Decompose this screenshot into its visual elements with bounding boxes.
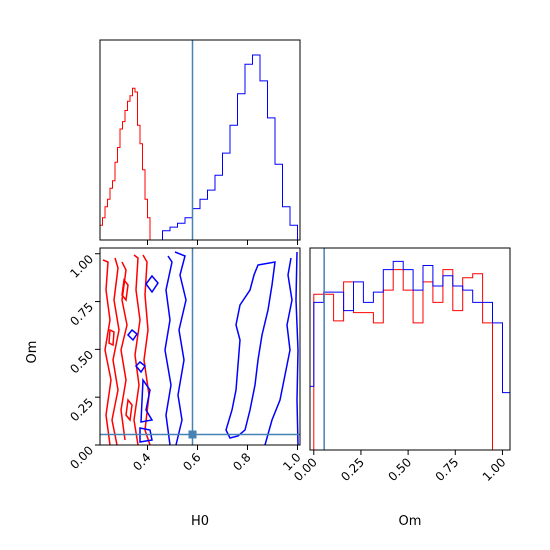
- om-histogram-series-2: [310, 260, 510, 394]
- blue-contour-6: [140, 377, 154, 423]
- om-tick-label-1: 0.00: [67, 443, 96, 472]
- h0-histogram-series-2: [162, 54, 298, 240]
- red-contour-3: [120, 261, 128, 441]
- h0-tick-label-1: 0.4: [130, 450, 153, 473]
- blue-contour-8: [225, 261, 276, 439]
- x-axis-label-h0: H0: [191, 514, 209, 529]
- red-contour-5: [108, 328, 115, 347]
- om-hist-group: [310, 260, 510, 450]
- red-contour-6: [133, 254, 141, 445]
- om-histogram-series-1: [313, 269, 503, 450]
- h0-histogram-panel: [99, 39, 301, 245]
- blue-contour-1: [174, 251, 187, 445]
- om-histogram-frame: [309, 247, 511, 451]
- truth-marker: [188, 430, 197, 439]
- om-hist-tick-label-4: 0.75: [433, 455, 462, 484]
- h0-histogram-series-1: [99, 87, 151, 240]
- blue-contour-4: [126, 328, 139, 342]
- blue-contour-5: [134, 360, 147, 374]
- red-contour-8: [125, 398, 133, 422]
- h0-histogram-frame: [99, 39, 301, 241]
- h0-tick-label-2: 0.6: [180, 450, 203, 473]
- red-contour-4: [121, 278, 129, 302]
- blue-contour-7: [139, 427, 153, 443]
- om-hist-tick-label-3: 0.50: [385, 455, 414, 484]
- blue-contour-3: [145, 274, 159, 294]
- blue-contour-2: [164, 255, 173, 445]
- om-hist-tick-label-5: 1.00: [480, 455, 509, 484]
- contour-frame: [99, 247, 301, 446]
- red-contour-2: [111, 257, 120, 445]
- red-contour-7: [142, 254, 151, 445]
- contour-group: [102, 251, 299, 445]
- om-tick-label-2: 0.25: [67, 395, 96, 424]
- om-tick-label-4: 0.75: [67, 300, 96, 329]
- om-tick-label-3: 0.50: [67, 348, 96, 377]
- om-hist-tick-label-2: 0.25: [338, 455, 367, 484]
- red-contour-1: [102, 259, 112, 445]
- y-axis-label-om: Om: [25, 341, 40, 364]
- x-axis-label-om: Om: [399, 514, 422, 529]
- h0-tick-label-3: 0.8: [230, 450, 253, 473]
- om-tick-label-5: 1.00: [67, 252, 96, 281]
- blue-contour-10: [295, 251, 299, 445]
- blue-contour-9: [264, 257, 293, 445]
